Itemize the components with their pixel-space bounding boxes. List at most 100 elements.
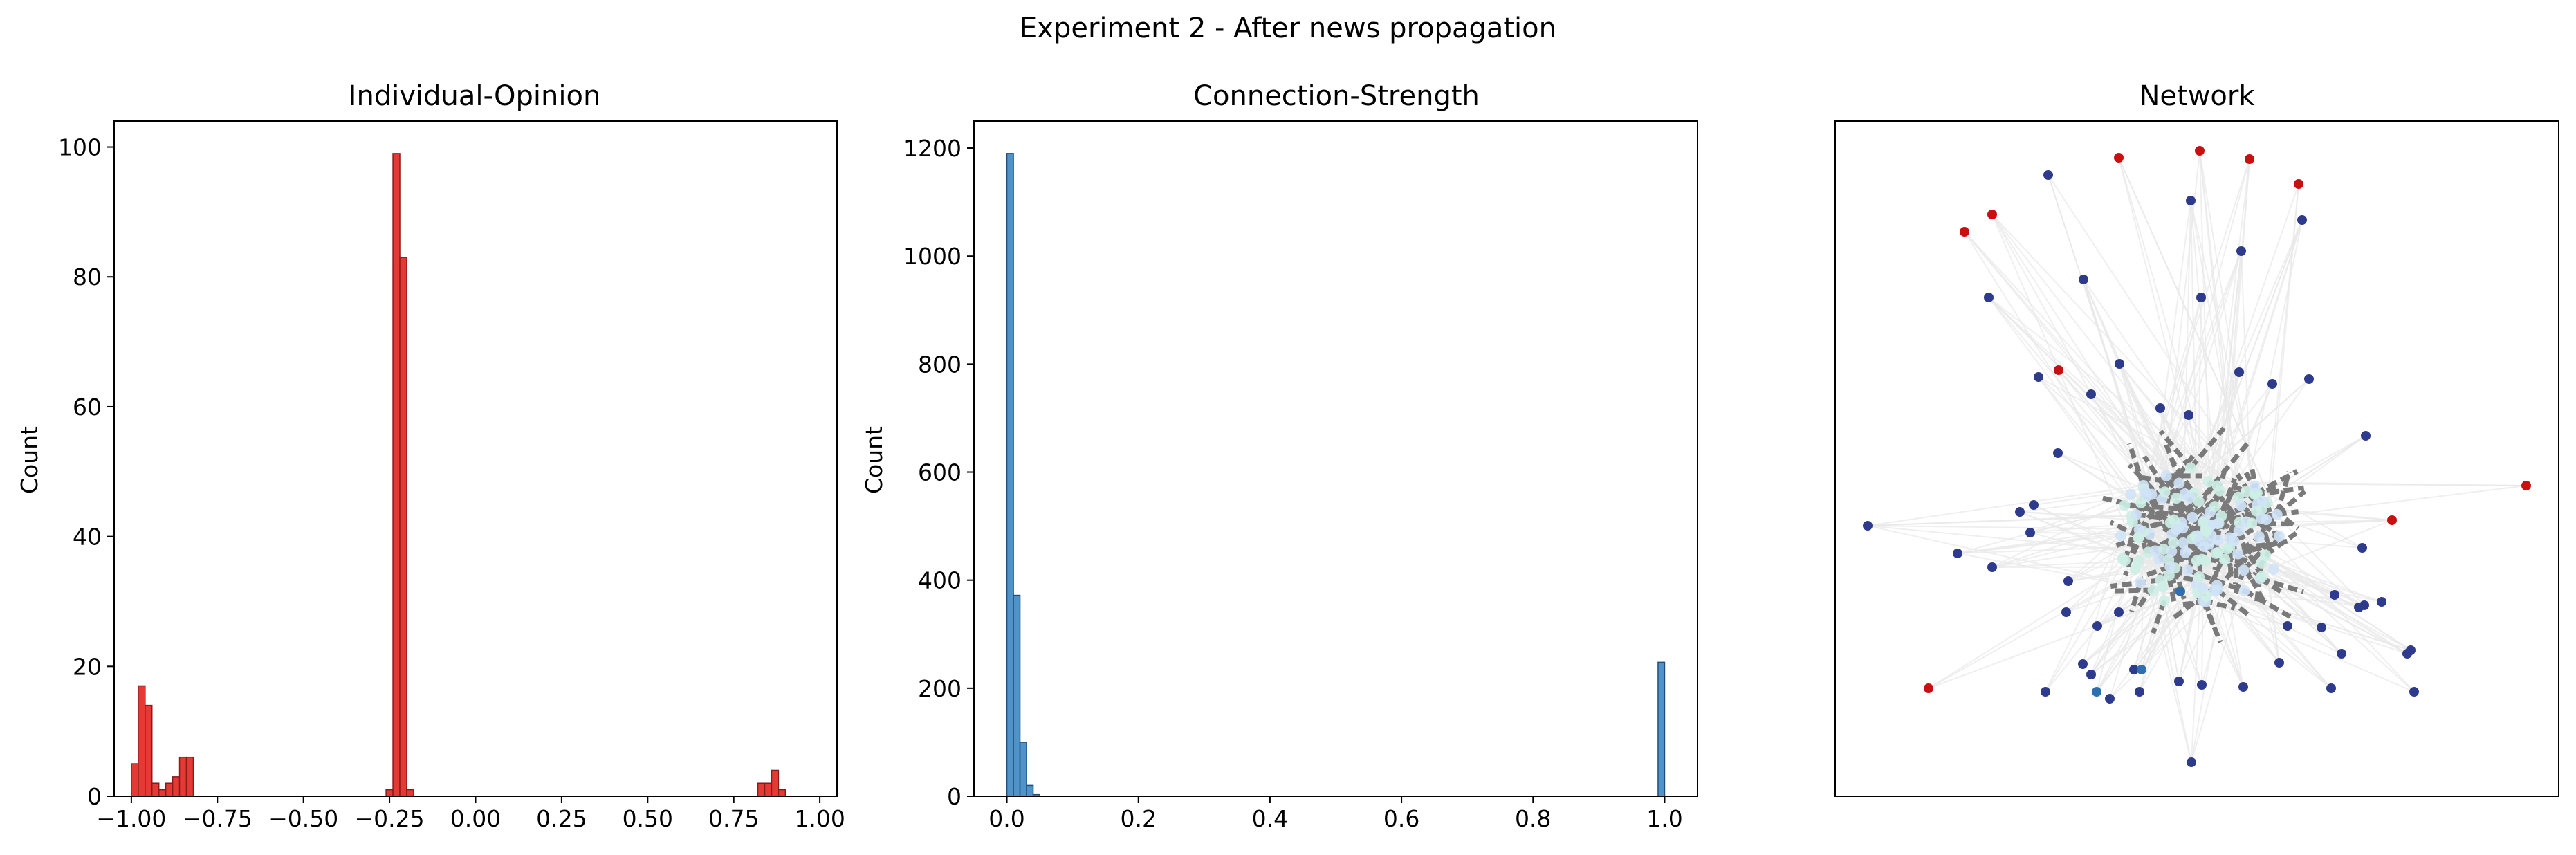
network-node — [2354, 603, 2364, 612]
network-node — [1984, 293, 1994, 302]
network-node — [2147, 585, 2159, 596]
x-tick-label: −0.50 — [268, 805, 338, 832]
x-tick-label: 0.00 — [450, 805, 501, 832]
network-node — [2086, 670, 2096, 679]
histogram-bar — [764, 782, 773, 797]
network-node — [2256, 557, 2267, 569]
network-node — [2330, 590, 2339, 600]
histogram-bar — [145, 704, 153, 797]
network-node — [2175, 587, 2185, 596]
network-node — [2238, 564, 2250, 576]
network-node — [2361, 431, 2371, 441]
network-strong-edge — [2219, 481, 2238, 517]
network-node — [2202, 476, 2214, 488]
network-node — [2125, 488, 2137, 500]
x-tick-label: −1.00 — [96, 805, 166, 832]
network-node — [2153, 553, 2165, 565]
panel2-y-ticks: 0 200 400 600 800 1000 1200 — [903, 135, 974, 810]
y-tick-label: 200 — [918, 675, 962, 702]
network-node — [2163, 569, 2175, 581]
histogram-bar — [771, 769, 780, 797]
network-node — [2061, 607, 2071, 617]
network-node — [2114, 153, 2124, 163]
network-node — [1863, 521, 1873, 531]
histogram-bar — [1026, 784, 1034, 797]
y-tick-label: 80 — [73, 264, 102, 291]
network-node — [2063, 576, 2073, 586]
network-weak-edge — [2118, 157, 2278, 515]
network-node — [1960, 227, 1969, 237]
network-node — [2406, 645, 2416, 655]
network-node — [2228, 535, 2240, 547]
network-node — [2326, 683, 2336, 693]
panel2-ylabel: Count — [861, 426, 887, 494]
panel2-x-ticks: 0.0 0.2 0.4 0.6 0.8 1.0 — [988, 796, 1683, 832]
x-tick-label: 0.6 — [1383, 805, 1419, 832]
histogram-bar — [406, 789, 414, 797]
network-weak-edge — [1988, 297, 2263, 510]
network-node — [2177, 537, 2189, 549]
histogram-bar — [392, 153, 401, 797]
network-node — [2197, 680, 2207, 690]
figure-suptitle: Experiment 2 - After news propagation — [1020, 12, 1556, 44]
network-node — [2232, 548, 2244, 560]
network-node — [2253, 531, 2265, 542]
network-node — [2015, 507, 2025, 517]
network-node — [2171, 524, 2182, 535]
network-weak-edge — [2254, 485, 2363, 549]
network-node — [2173, 477, 2185, 489]
network-node — [2521, 481, 2531, 490]
network-node — [2115, 359, 2124, 369]
network-strong-edge — [2216, 506, 2267, 526]
panel2-frame — [973, 120, 1698, 797]
network-node — [2271, 508, 2283, 520]
network-strong-edge — [2241, 530, 2281, 572]
panel1-ylabel: Count — [16, 426, 43, 494]
network-node — [2409, 687, 2419, 697]
y-tick-label: 20 — [73, 653, 102, 680]
x-tick-label: 0.0 — [988, 805, 1024, 832]
network-weak-edge — [2261, 576, 2382, 603]
network-node — [2184, 462, 2196, 474]
histogram-bar — [1657, 661, 1666, 797]
network-node — [2274, 658, 2284, 668]
network-node — [2159, 486, 2171, 498]
network-node — [2119, 499, 2131, 511]
network-strong-edge — [2239, 504, 2280, 539]
network-node — [2211, 518, 2223, 530]
network-strong-edge — [2115, 587, 2153, 594]
network-weak-edge — [2142, 531, 2192, 763]
histogram-bar — [178, 756, 187, 797]
panel-connection-strength: Connection-Strength Count 0.0 0.2 0.4 0.6 0.… — [861, 80, 1698, 832]
network-weak-edge — [2178, 511, 2257, 682]
network-node — [2246, 517, 2258, 529]
network-node — [2200, 555, 2211, 567]
network-node — [2155, 403, 2165, 413]
x-tick-label: 0.75 — [708, 805, 759, 832]
network-weak-edge — [1957, 502, 2142, 554]
x-tick-label: 0.2 — [1120, 805, 1156, 832]
network-node — [2273, 531, 2285, 542]
network-node — [2193, 495, 2205, 507]
network-node — [1953, 549, 1962, 558]
network-node — [2149, 545, 2161, 557]
network-node — [2235, 499, 2247, 511]
x-tick-label: 0.8 — [1515, 805, 1551, 832]
network-node — [2164, 561, 2176, 573]
panel3-title: Network — [2139, 80, 2255, 112]
network-node — [2297, 215, 2307, 225]
network-node — [2236, 246, 2246, 256]
network-node — [2267, 379, 2277, 389]
y-tick-label: 0 — [87, 783, 102, 810]
network-strong-edge — [2241, 518, 2269, 564]
network-node — [2182, 564, 2193, 576]
network-node — [2184, 410, 2193, 420]
network-weak-edge — [1991, 560, 2139, 568]
network-weak-edge — [2201, 600, 2204, 686]
network-strong-edge — [2151, 600, 2167, 634]
histogram-bar — [165, 782, 174, 797]
network-node — [2200, 591, 2212, 603]
network-node — [2168, 537, 2180, 549]
x-tick-label: 0.4 — [1252, 805, 1288, 832]
network-weak-edge — [2068, 566, 2171, 582]
